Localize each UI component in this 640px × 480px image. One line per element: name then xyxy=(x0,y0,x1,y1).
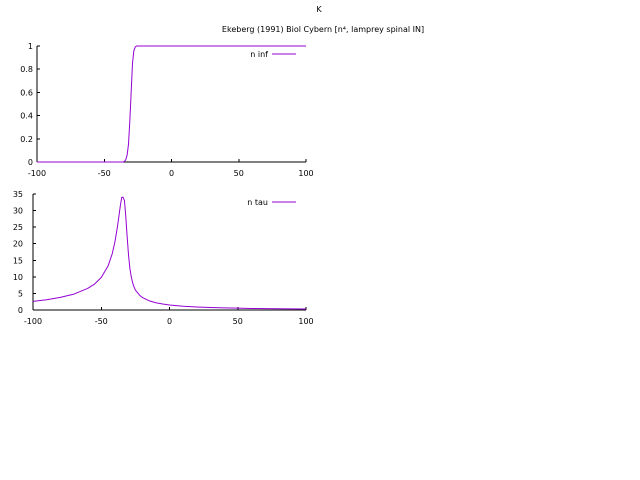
y-tick-label: 10 xyxy=(13,273,23,282)
y-tick-label: 0.8 xyxy=(20,65,33,74)
legend-label: n tau xyxy=(247,198,268,207)
y-tick-label: 0 xyxy=(18,306,23,315)
y-tick-label: 0 xyxy=(28,158,33,167)
legend-label: n inf xyxy=(250,50,268,59)
y-tick-label: 0.6 xyxy=(20,88,33,97)
y-tick-label: 0.4 xyxy=(20,112,33,121)
y-tick-label: 0.2 xyxy=(20,135,33,144)
y-tick-label: 1 xyxy=(28,42,33,51)
x-tick-label: -100 xyxy=(28,169,46,178)
y-tick-label: 25 xyxy=(13,223,23,232)
y-tick-label: 15 xyxy=(13,256,23,265)
y-tick-label: 30 xyxy=(13,207,23,216)
plot-n-inf: -100 -50 0 50 100 0 0.2 0.4 0.6 0.8 1 n inf xyxy=(20,42,313,178)
x-tick-label: -100 xyxy=(24,317,42,326)
plot-n-tau: -100 -50 0 50 100 0 5 10 15 20 25 30 35 n tau xyxy=(13,190,314,326)
x-tick-label: 100 xyxy=(298,169,313,178)
series-line-n-inf xyxy=(37,45,306,163)
y-tick-label: 5 xyxy=(18,289,23,298)
x-tick-label: -50 xyxy=(95,317,108,326)
x-tick-label: 0 xyxy=(169,169,174,178)
x-tick-label: 50 xyxy=(234,169,244,178)
x-tick-label: 50 xyxy=(233,317,243,326)
x-tick-label: -50 xyxy=(98,169,111,178)
y-tick-label: 35 xyxy=(13,190,23,199)
y-tick-label: 20 xyxy=(13,240,23,249)
x-tick-label: 100 xyxy=(298,317,313,326)
series-line-n-tau xyxy=(32,196,307,310)
page-subtitle: Ekeberg (1991) Biol Cybern [n⁴, lamprey … xyxy=(222,25,424,34)
x-tick-label: 0 xyxy=(167,317,172,326)
page-title: K xyxy=(316,5,322,14)
